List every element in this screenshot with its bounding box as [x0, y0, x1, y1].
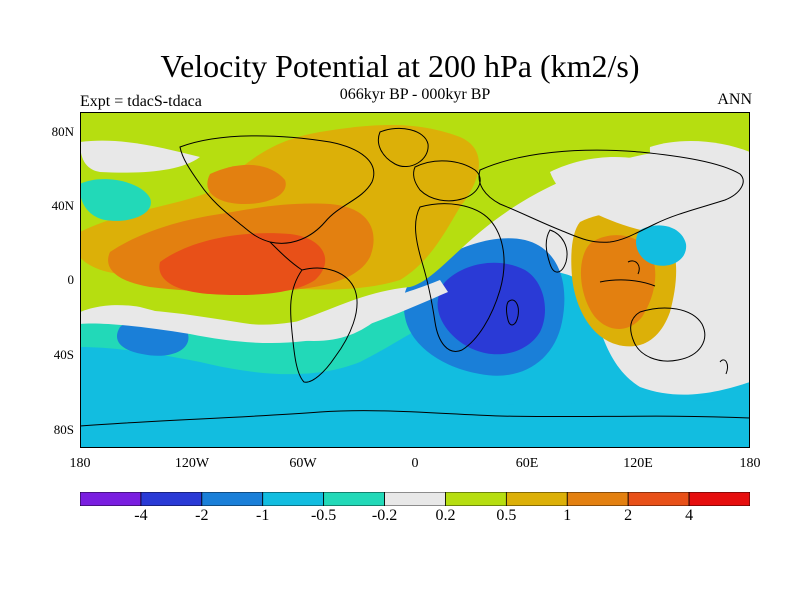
- colorbar-tick-label: -0.2: [371, 507, 398, 524]
- page-title: Velocity Potential at 200 hPa (km2/s): [160, 48, 640, 84]
- equatorial-neutral-band: [80, 280, 448, 344]
- experiment-label: Expt = tdacS-tdaca: [80, 93, 202, 110]
- colorbar-swatch: [140, 492, 203, 506]
- west-pacific-negative-patch: [636, 225, 687, 266]
- colorbar-tick-label: 0.5: [496, 507, 517, 524]
- lon-label-60w: 60W: [289, 456, 317, 471]
- north-atlantic-positive-patch: [207, 164, 286, 204]
- colorbar-tick-label: -4: [134, 507, 148, 524]
- colorbar-tick-label: 2: [624, 507, 633, 524]
- colorbar-tick-label: 1: [563, 507, 572, 524]
- colorbar-swatch: [505, 492, 568, 506]
- lon-label-180w: 180: [69, 456, 91, 471]
- subtitle: 066kyr BP - 000kyr BP: [339, 86, 491, 103]
- colorbar: [80, 492, 750, 506]
- central-pacific-negative-patch: [80, 179, 151, 221]
- map-frame: [80, 112, 750, 448]
- lon-label-120e: 120E: [623, 456, 653, 471]
- lon-label-60e: 60E: [515, 456, 539, 471]
- colorbar-swatch: [262, 492, 325, 506]
- colorbar-swatch: [80, 492, 142, 506]
- lat-label-80n: 80N: [51, 124, 74, 139]
- colorbar-swatch: [688, 492, 750, 506]
- arctic-neutral-patch: [80, 140, 200, 173]
- colorbar-tick-label: -1: [256, 507, 270, 524]
- colorbar-tick-label: 4: [685, 507, 694, 524]
- lon-label-180e: 180: [739, 456, 761, 471]
- maritime-continent-strong-positive: [580, 235, 656, 330]
- colorbar-tick-label: 0.2: [435, 507, 456, 524]
- velocity-potential-map: [80, 112, 750, 448]
- lat-label-eq: 0: [67, 272, 75, 287]
- tropical-maximum: [159, 233, 326, 296]
- lat-label-80s: 80S: [53, 422, 74, 437]
- southern-weak-negative-band: [80, 282, 480, 375]
- colorbar-swatch: [384, 492, 446, 506]
- colorbar-swatch: [201, 492, 264, 506]
- lat-label-40n: 40N: [51, 198, 74, 213]
- colorbar-tick-label: -2: [195, 507, 209, 524]
- colorbar-swatch: [627, 492, 690, 506]
- lat-label-40s: 40S: [53, 347, 74, 362]
- colorbar-swatch: [445, 492, 507, 506]
- lon-label-120w: 120W: [174, 456, 210, 471]
- antarctic-negative-band: [80, 397, 750, 448]
- coastlines: [80, 128, 750, 427]
- colorbar-swatch: [323, 492, 385, 506]
- indian-ocean-minimum: [437, 262, 545, 355]
- colorbar-swatch: [566, 492, 629, 506]
- season-label: ANN: [717, 91, 752, 108]
- colorbar-tick-label: -0.5: [310, 507, 337, 524]
- lon-label-0: 0: [411, 456, 419, 471]
